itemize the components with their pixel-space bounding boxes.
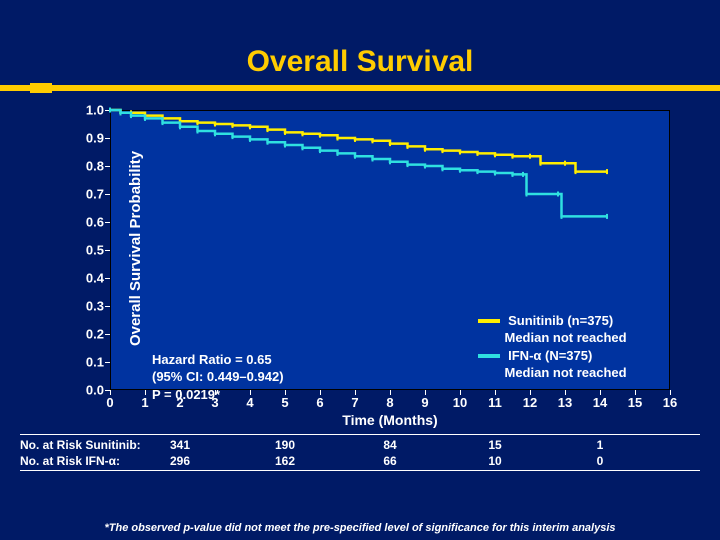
at-risk-label: No. at Risk Sunitinib: — [20, 438, 141, 452]
legend-label-2: IFN-α (N=375) — [508, 348, 592, 363]
at-risk-value: 10 — [488, 454, 501, 468]
at-risk-value: 1 — [597, 438, 604, 452]
at-risk-value: 162 — [275, 454, 295, 468]
legend-label-1: Sunitinib (n=375) — [508, 313, 613, 328]
legend-swatch-2 — [478, 354, 500, 358]
legend-swatch-1 — [478, 319, 500, 323]
slide: Overall Survival *The observed p-value d… — [0, 0, 720, 540]
hazard-ratio-text: Hazard Ratio = 0.65 (95% CI: 0.449–0.942… — [152, 351, 284, 404]
at-risk-value: 15 — [488, 438, 501, 452]
at-risk-value: 341 — [170, 438, 190, 452]
legend: Sunitinib (n=375) Median not reached IFN… — [478, 312, 627, 382]
at-risk-value: 84 — [383, 438, 396, 452]
at-risk-label: No. at Risk IFN-α: — [20, 454, 120, 468]
at-risk-value: 66 — [383, 454, 396, 468]
legend-sub-1: Median not reached — [478, 329, 627, 347]
hr-line3: P = 0.0219* — [152, 386, 284, 404]
hr-line2: (95% CI: 0.449–0.942) — [152, 368, 284, 386]
legend-sub-2: Median not reached — [478, 364, 627, 382]
at-risk-table: No. at Risk Sunitinib: 341 190 84 15 1 No. at … — [20, 438, 700, 470]
at-risk-value: 296 — [170, 454, 190, 468]
legend-item-2: IFN-α (N=375) — [478, 347, 627, 365]
legend-item-1: Sunitinib (n=375) — [478, 312, 627, 330]
hr-line1: Hazard Ratio = 0.65 — [152, 351, 284, 369]
at-risk-value: 190 — [275, 438, 295, 452]
at-risk-value: 0 — [597, 454, 604, 468]
